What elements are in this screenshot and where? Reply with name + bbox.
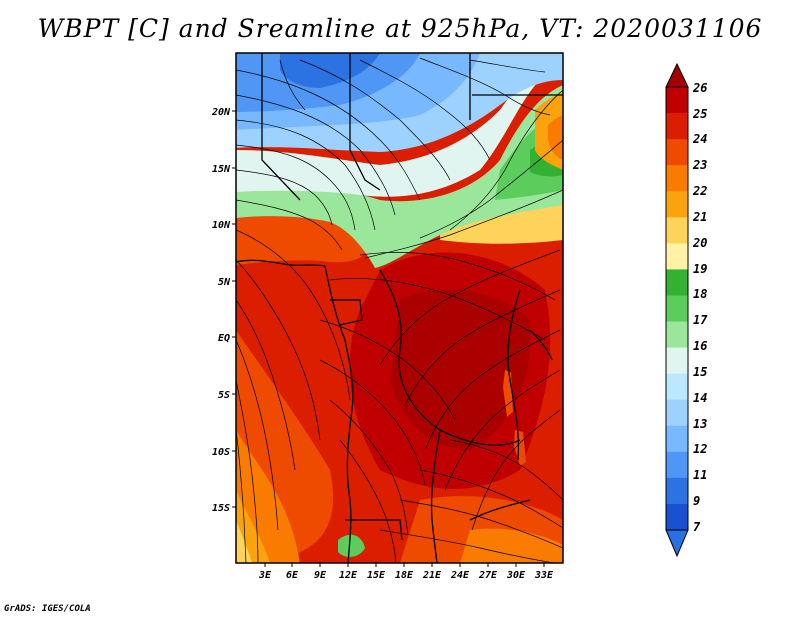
colorbar-cell bbox=[666, 373, 688, 401]
colorbar-cell bbox=[666, 425, 688, 453]
colorbar-label: 12 bbox=[693, 442, 707, 456]
colorbar: 26 25 24 23 22 21 20 19 18 17 16 15 14 1… bbox=[665, 62, 708, 558]
colorbar-label: 13 bbox=[693, 417, 707, 431]
lon-label: 21E bbox=[422, 570, 442, 581]
lat-ticks bbox=[232, 110, 236, 508]
lat-label: EQ bbox=[218, 333, 230, 344]
lon-label: 3E bbox=[258, 570, 272, 581]
chart-title: WBPT [C] and Sreamline at 925hPa, VT: 20… bbox=[37, 14, 763, 43]
colorbar-cells bbox=[665, 86, 689, 531]
grads-credit: GrADS: IGES/COLA bbox=[4, 604, 91, 614]
colorbar-cell bbox=[666, 503, 688, 531]
colorbar-label: 15 bbox=[693, 365, 707, 379]
lon-label: 9E bbox=[314, 570, 327, 581]
lon-label: 24E bbox=[450, 570, 470, 581]
colorbar-label: 19 bbox=[693, 262, 707, 276]
lon-label: 12E bbox=[339, 570, 358, 581]
colorbar-label: 20 bbox=[692, 236, 707, 250]
colorbar-top-arrow bbox=[665, 62, 689, 88]
colorbar-cell bbox=[666, 399, 688, 427]
colorbar-label: 17 bbox=[693, 313, 708, 327]
colorbar-cell bbox=[666, 243, 688, 270]
lat-label: 20N bbox=[211, 107, 231, 118]
lat-label: 15N bbox=[212, 164, 231, 175]
colorbar-cell bbox=[666, 165, 688, 192]
lon-label: 18E bbox=[395, 570, 414, 581]
colorbar-cell bbox=[666, 295, 688, 323]
colorbar-label: 24 bbox=[692, 132, 707, 146]
colorbar-cell bbox=[666, 269, 688, 296]
colorbar-cell bbox=[666, 347, 688, 375]
colorbar-label: 14 bbox=[693, 391, 707, 405]
colorbar-cell bbox=[666, 451, 688, 479]
colorbar-cell bbox=[666, 321, 688, 349]
colorbar-cell bbox=[666, 217, 688, 244]
colorbar-labels: 26 25 24 23 22 21 20 19 18 17 16 15 14 1… bbox=[692, 81, 708, 534]
colorbar-cell bbox=[666, 113, 688, 140]
lon-label: 30E bbox=[506, 570, 526, 581]
wbpt-field bbox=[236, 53, 563, 563]
lon-ticks bbox=[264, 563, 545, 567]
colorbar-label: 21 bbox=[692, 210, 707, 224]
lon-labels: 3E 6E 9E 12E 15E 18E 21E 24E 27E 30E 33E bbox=[258, 570, 554, 581]
colorbar-cell bbox=[666, 87, 688, 114]
lon-label: 15E bbox=[367, 570, 386, 581]
lat-label: 5N bbox=[218, 277, 231, 288]
colorbar-bottom-arrow bbox=[665, 529, 689, 558]
lat-label: 10N bbox=[212, 220, 231, 231]
lon-label: 27E bbox=[478, 570, 498, 581]
lon-label: 6E bbox=[286, 570, 299, 581]
streamlines bbox=[236, 57, 563, 563]
colorbar-label: 16 bbox=[693, 339, 707, 353]
colorbar-label: 9 bbox=[693, 494, 700, 508]
lat-labels: 20N 15N 10N 5N EQ 5S 10S 15S bbox=[211, 107, 231, 514]
colorbar-cell bbox=[666, 139, 688, 166]
lon-label: 33E bbox=[534, 570, 554, 581]
colorbar-cell bbox=[666, 191, 688, 218]
country-borders bbox=[236, 53, 563, 563]
colorbar-label: 26 bbox=[692, 81, 707, 95]
colorbar-label: 23 bbox=[692, 158, 707, 172]
colorbar-label: 22 bbox=[692, 184, 707, 198]
lat-label: 10S bbox=[212, 447, 230, 458]
colorbar-label: 7 bbox=[693, 520, 701, 534]
colorbar-label: 25 bbox=[692, 107, 707, 121]
colorbar-cell bbox=[666, 477, 688, 505]
colorbar-label: 11 bbox=[693, 468, 707, 482]
lat-label: 5S bbox=[218, 390, 230, 401]
lat-label: 15S bbox=[212, 503, 230, 514]
map-frame bbox=[235, 52, 564, 564]
colorbar-label: 18 bbox=[693, 287, 707, 301]
